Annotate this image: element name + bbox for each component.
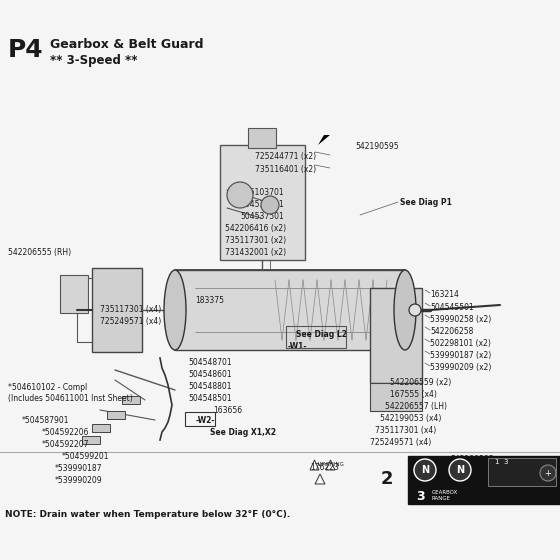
Text: 163214: 163214 [430, 290, 459, 299]
Text: (Includes 504611001 Inst Sheet): (Includes 504611001 Inst Sheet) [8, 394, 133, 403]
Text: 176223: 176223 [310, 463, 339, 472]
Ellipse shape [409, 304, 421, 316]
Bar [408, 456, 560, 504]
Bar [370, 383, 422, 411]
Ellipse shape [414, 459, 436, 481]
Text: 504548601: 504548601 [188, 370, 232, 379]
Text: 542206559 (x2): 542206559 (x2) [390, 378, 451, 387]
Bar [122, 396, 140, 404]
Text: 542206557 (LH): 542206557 (LH) [385, 402, 447, 411]
Bar [92, 424, 110, 432]
Text: See Diag P1: See Diag P1 [400, 198, 452, 207]
Bar [220, 145, 305, 260]
Bar [82, 436, 100, 444]
Text: 1  3: 1 3 [495, 459, 508, 465]
Text: NOTE: Drain water when Temperature below 32°F (0°C).: NOTE: Drain water when Temperature below… [5, 510, 290, 519]
Text: *504592207: *504592207 [42, 440, 90, 449]
Bar [107, 411, 125, 419]
Text: 183375: 183375 [195, 296, 224, 305]
Text: 542190595: 542190595 [450, 455, 493, 464]
Text: 542206258: 542206258 [430, 327, 473, 336]
Ellipse shape [394, 270, 416, 350]
Text: *504587901: *504587901 [22, 416, 69, 425]
Bar [370, 288, 422, 383]
Text: N: N [421, 465, 429, 475]
Text: 504548701: 504548701 [188, 358, 232, 367]
Bar [286, 326, 346, 348]
Text: WARNING: WARNING [318, 462, 345, 467]
Text: -W1-: -W1- [288, 342, 307, 351]
Text: +: + [544, 469, 552, 478]
Text: *539990209: *539990209 [55, 476, 102, 485]
Polygon shape [318, 130, 336, 145]
Text: 731432001 (x2): 731432001 (x2) [225, 248, 286, 257]
Text: -W2-: -W2- [196, 416, 216, 425]
Ellipse shape [261, 196, 279, 214]
Text: *504599201: *504599201 [62, 452, 110, 461]
Text: 735117301 (x4): 735117301 (x4) [100, 305, 161, 314]
Text: Gearbox & Belt Guard: Gearbox & Belt Guard [50, 38, 203, 51]
Ellipse shape [164, 270, 186, 350]
Text: 735116401 (x2): 735116401 (x2) [255, 165, 316, 174]
Text: *504592206: *504592206 [42, 428, 90, 437]
Text: *539990187: *539990187 [55, 464, 102, 473]
Text: 163656: 163656 [213, 406, 242, 415]
Text: 542206416 (x2): 542206416 (x2) [225, 224, 286, 233]
Text: *504610102 - Compl: *504610102 - Compl [8, 383, 87, 392]
Bar [185, 412, 215, 426]
Text: 725244771 (x2): 725244771 (x2) [255, 152, 316, 161]
Text: 504539601: 504539601 [240, 200, 284, 209]
Bar [60, 275, 88, 313]
Text: 735117301 (x2): 735117301 (x2) [225, 236, 286, 245]
Text: 504537501: 504537501 [240, 212, 284, 221]
Text: 2: 2 [380, 470, 393, 488]
Text: 542206555 (RH): 542206555 (RH) [8, 248, 71, 257]
Text: 504548501: 504548501 [188, 394, 232, 403]
Text: 167555 (x4): 167555 (x4) [390, 390, 437, 399]
Text: 539990258 (x2): 539990258 (x2) [430, 315, 491, 324]
Text: 725249571 (x4): 725249571 (x4) [370, 438, 431, 447]
Text: 542190595: 542190595 [355, 142, 399, 151]
Text: 505103701: 505103701 [240, 188, 283, 197]
Bar [92, 268, 142, 352]
Text: See Diag L2: See Diag L2 [296, 330, 347, 339]
Text: 725249571 (x4): 725249571 (x4) [100, 317, 161, 326]
Text: 542199053 (x4): 542199053 (x4) [380, 414, 441, 423]
Bar [488, 458, 556, 486]
Text: 504545501: 504545501 [430, 303, 474, 312]
Text: 504548801: 504548801 [188, 382, 231, 391]
Ellipse shape [227, 182, 253, 208]
Text: 3: 3 [416, 490, 424, 503]
Ellipse shape [449, 459, 471, 481]
Bar [175, 270, 405, 350]
Text: 502298101 (x2): 502298101 (x2) [430, 339, 491, 348]
Text: 539990187 (x2): 539990187 (x2) [430, 351, 491, 360]
Text: N: N [456, 465, 464, 475]
Text: ** 3-Speed **: ** 3-Speed ** [50, 54, 138, 67]
Text: P4: P4 [8, 38, 44, 62]
Text: 539990209 (x2): 539990209 (x2) [430, 363, 491, 372]
Text: 735117301 (x4): 735117301 (x4) [375, 426, 436, 435]
Bar [248, 128, 276, 148]
Text: See Diag X1,X2: See Diag X1,X2 [210, 428, 276, 437]
Ellipse shape [540, 465, 556, 481]
Text: GEARBOX
RANGE: GEARBOX RANGE [432, 490, 458, 501]
